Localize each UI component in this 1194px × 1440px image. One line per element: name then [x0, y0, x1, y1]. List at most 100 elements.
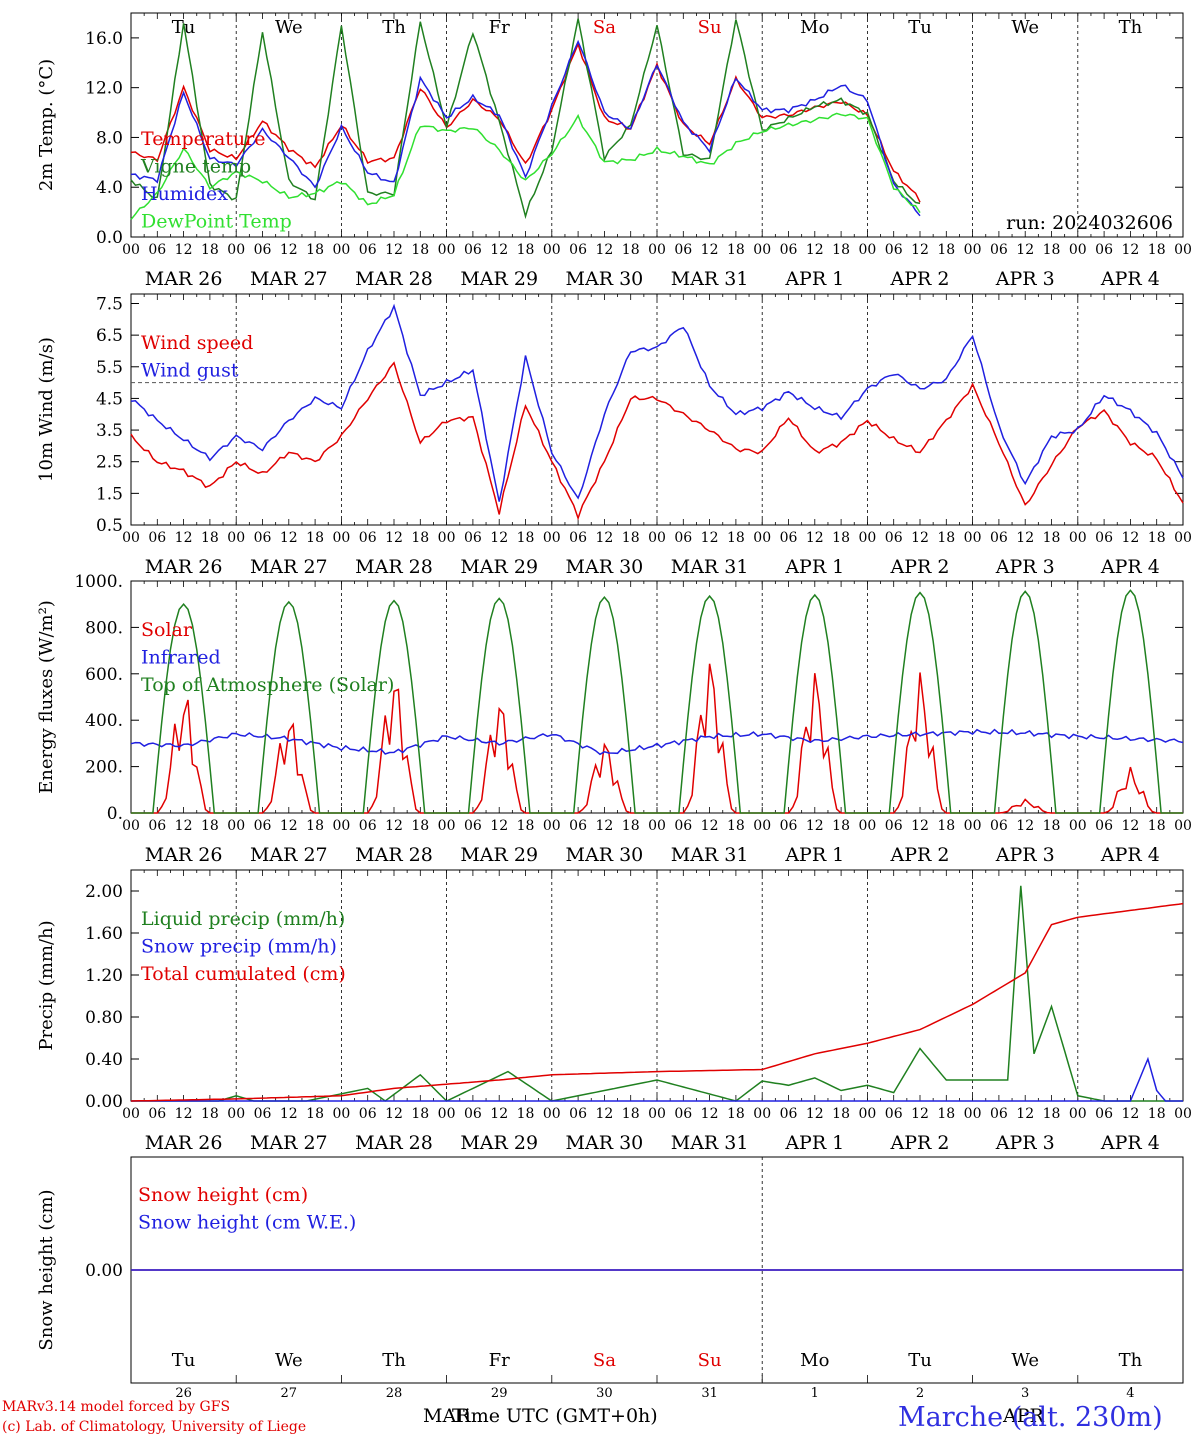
hour-tick-label: 06 — [674, 818, 692, 834]
hour-tick-label: 06 — [674, 242, 692, 258]
hour-tick-label: 12 — [490, 530, 508, 546]
day-number-label: 29 — [491, 1386, 508, 1401]
y-tick-label: 4.0 — [96, 178, 123, 198]
hour-tick-label: 00 — [227, 818, 245, 834]
hour-tick-label: 18 — [1043, 530, 1061, 546]
hour-tick-label: 00 — [543, 818, 561, 834]
y-tick-label: 16.0 — [85, 29, 123, 49]
hour-tick-label: 18 — [622, 818, 640, 834]
date-label: MAR 30 — [566, 844, 644, 866]
y-tick-label: 1.60 — [85, 924, 123, 944]
panel-frame — [130, 12, 1184, 238]
hour-tick-label: 12 — [175, 1106, 193, 1122]
hour-tick-label: 12 — [911, 818, 929, 834]
legend-entry: Infrared — [141, 647, 221, 669]
hour-tick-label: 00 — [858, 242, 876, 258]
date-label: MAR 30 — [566, 1132, 644, 1154]
hour-tick-label: 06 — [674, 1106, 692, 1122]
date-label: APR 3 — [995, 844, 1055, 866]
hour-tick-label: 12 — [806, 530, 824, 546]
hour-tick-label: 18 — [727, 1106, 745, 1122]
hour-tick-label: 12 — [175, 530, 193, 546]
date-label: APR 1 — [784, 556, 844, 578]
date-label: MAR 26 — [145, 1132, 223, 1154]
hour-tick-label: 18 — [201, 242, 219, 258]
hour-tick-label: 12 — [911, 1106, 929, 1122]
panel-4: 0.00 0.40 0.80 1.20 1.60 2.00 Precip (mm/h) 00 0… — [36, 869, 1192, 1154]
legend-entry: Snow height (cm) — [138, 1184, 308, 1206]
y-axis-label: Snow height (cm) — [36, 1189, 57, 1350]
weekday-label: Su — [698, 17, 722, 38]
hour-tick-label: 06 — [674, 530, 692, 546]
hour-tick-label: 18 — [1148, 530, 1166, 546]
hour-tick-label: 06 — [254, 530, 272, 546]
hour-tick-label: 18 — [411, 818, 429, 834]
hour-tick-label: 00 — [438, 242, 456, 258]
date-label: MAR 29 — [460, 1132, 538, 1154]
hour-tick-label: 00 — [648, 1106, 666, 1122]
series-line-wind-speed — [130, 361, 1184, 521]
hour-tick-label: 18 — [201, 818, 219, 834]
hour-tick-label: 00 — [122, 818, 140, 834]
month-label-apr: APR — [1003, 1405, 1044, 1427]
hour-tick-label: 18 — [832, 242, 850, 258]
y-tick-label: 0.0 — [96, 228, 123, 248]
date-label: MAR 31 — [671, 844, 749, 866]
series-line-dewpoint-temp — [130, 112, 921, 220]
hour-tick-label: 12 — [911, 530, 929, 546]
date-label: APR 4 — [1100, 556, 1160, 578]
panel-3: 0. 200. 400. 600. 800. 1000. Energy fluxes (W/… — [36, 572, 1192, 866]
hour-tick-label: 00 — [1174, 1106, 1192, 1122]
hour-tick-label: 18 — [411, 242, 429, 258]
date-label: APR 4 — [1100, 268, 1160, 290]
hour-tick-label: 06 — [464, 818, 482, 834]
hour-tick-label: 12 — [595, 818, 613, 834]
hour-tick-label: 06 — [780, 1106, 798, 1122]
y-tick-label: 800. — [85, 618, 123, 638]
hour-tick-label: 06 — [148, 1106, 166, 1122]
hour-tick-label: 18 — [201, 530, 219, 546]
hour-tick-label: 00 — [122, 530, 140, 546]
hour-tick-label: 06 — [990, 530, 1008, 546]
weekday-label: Fr — [489, 17, 510, 38]
hour-tick-label: 00 — [332, 818, 350, 834]
y-axis-label: 10m Wind (m/s) — [36, 337, 57, 482]
legend-entry: Snow precip (mm/h) — [141, 936, 337, 958]
hour-tick-label: 00 — [122, 242, 140, 258]
hour-tick-label: 06 — [464, 242, 482, 258]
hour-tick-label: 06 — [1095, 818, 1113, 834]
hour-tick-label: 00 — [1174, 242, 1192, 258]
hour-tick-label: 12 — [595, 242, 613, 258]
hour-tick-label: 06 — [990, 1106, 1008, 1122]
station-label: Marche (alt. 230m) — [898, 1402, 1163, 1433]
hour-tick-label: 18 — [306, 818, 324, 834]
y-axis-label: Energy fluxes (W/m²) — [36, 600, 57, 794]
hour-tick-label: 18 — [622, 1106, 640, 1122]
date-label: MAR 29 — [460, 844, 538, 866]
weekday-label: Tu — [908, 17, 932, 38]
hour-tick-label: 18 — [517, 1106, 535, 1122]
hour-tick-label: 18 — [1148, 818, 1166, 834]
date-label: APR 1 — [784, 268, 844, 290]
weekday-label: Th — [382, 1350, 406, 1371]
hour-tick-label: 18 — [622, 242, 640, 258]
series-line-total-cumulated-cm — [130, 902, 1184, 1102]
y-tick-label: 0.80 — [85, 1008, 123, 1028]
legend-entry: Solar — [141, 619, 193, 641]
hour-tick-label: 06 — [569, 818, 587, 834]
hour-tick-label: 06 — [464, 1106, 482, 1122]
hour-tick-label: 18 — [306, 1106, 324, 1122]
y-tick-label: 0.40 — [85, 1050, 123, 1070]
hour-tick-label: 06 — [1095, 242, 1113, 258]
hour-tick-label: 12 — [595, 1106, 613, 1122]
hour-tick-label: 18 — [937, 530, 955, 546]
hour-tick-label: 06 — [569, 530, 587, 546]
date-label: MAR 30 — [566, 268, 644, 290]
hour-tick-label: 00 — [543, 1106, 561, 1122]
series-line-top-of-atmosphere-solar — [131, 589, 1183, 814]
hour-tick-label: 12 — [280, 242, 298, 258]
hour-tick-label: 12 — [385, 242, 403, 258]
legend-entry: Snow height (cm W.E.) — [138, 1212, 356, 1234]
y-tick-label: 5.5 — [96, 358, 123, 378]
